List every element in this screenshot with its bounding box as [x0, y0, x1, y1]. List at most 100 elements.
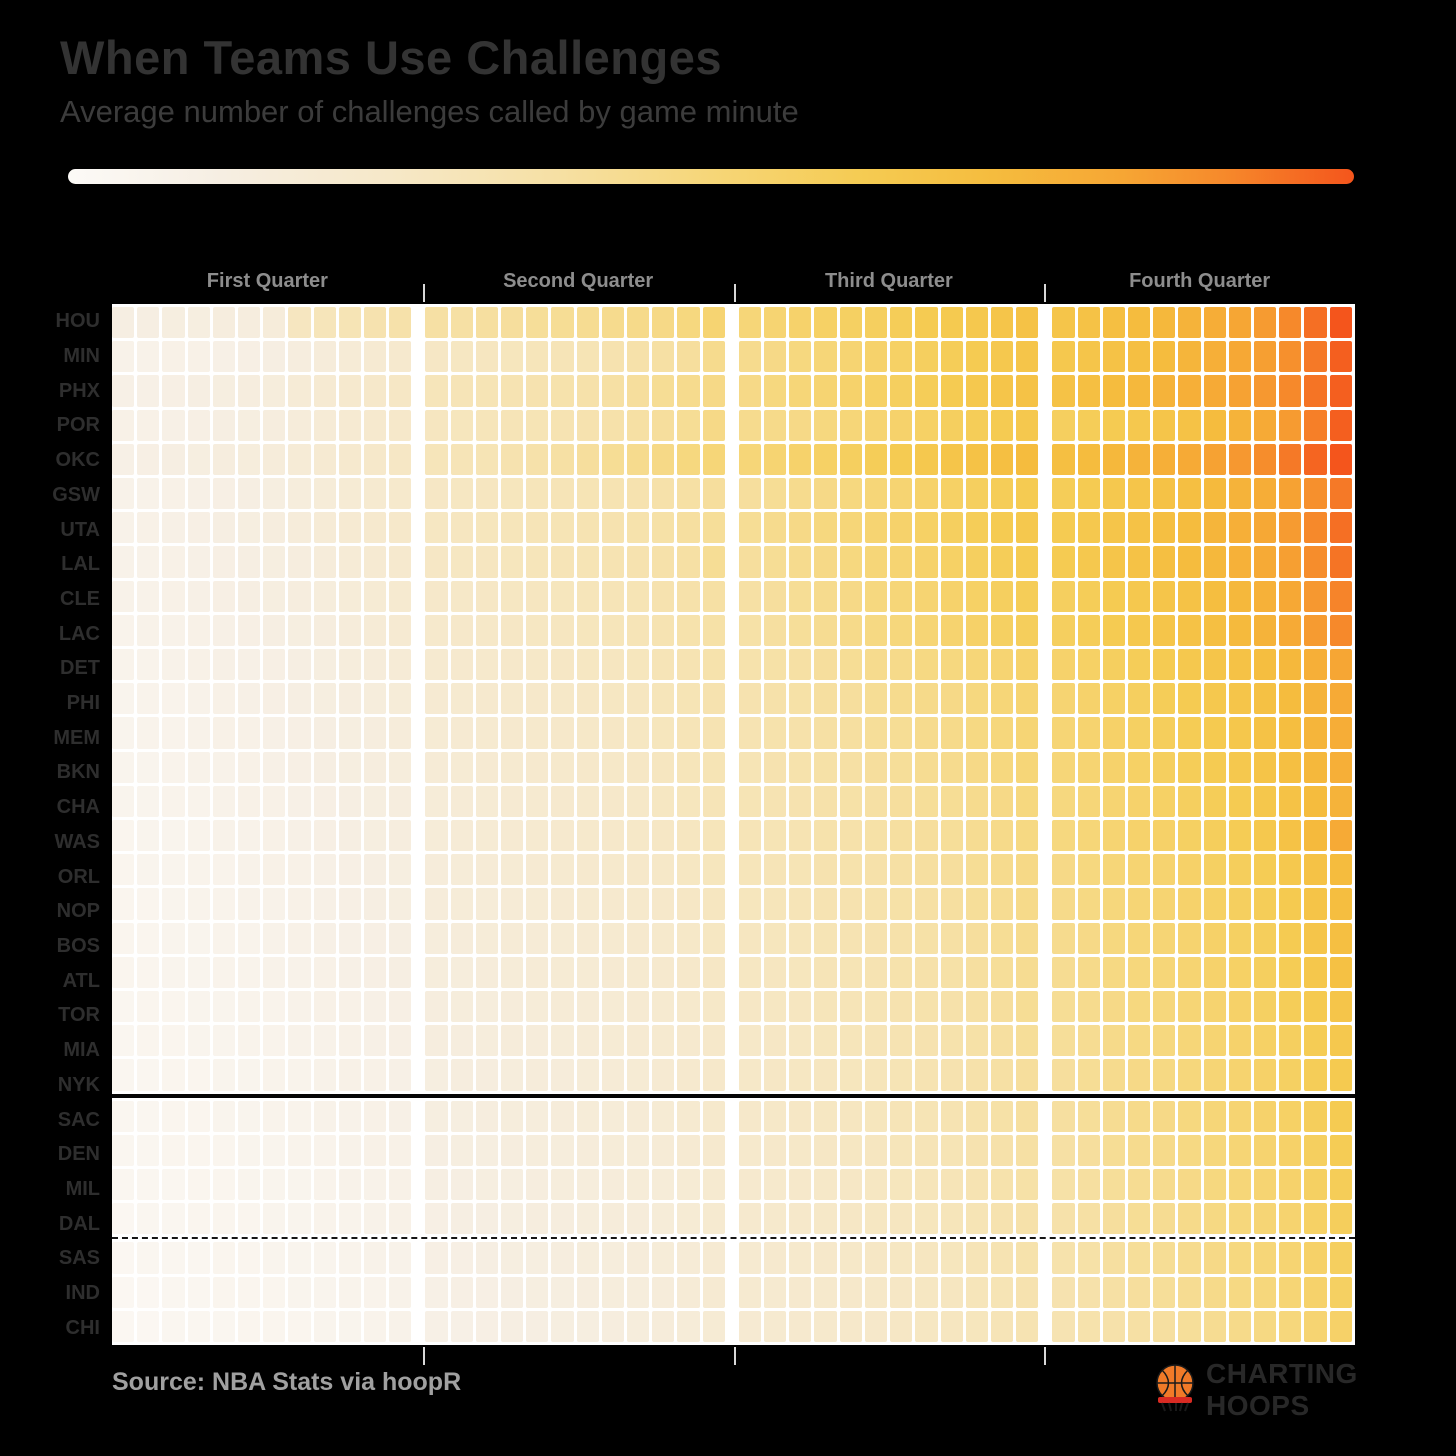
heatmap-cell	[263, 922, 286, 954]
heatmap-cell	[501, 546, 524, 578]
heatmap-cell	[1127, 649, 1151, 681]
heatmap-cell	[526, 649, 549, 681]
heatmap-cell	[627, 683, 650, 715]
heatmap-cell	[814, 580, 837, 612]
heatmap-cell	[1304, 580, 1327, 612]
heatmap-cell	[864, 888, 888, 920]
heatmap-cell	[1178, 1203, 1201, 1235]
heatmap-cell	[1052, 888, 1075, 920]
heatmap-cell	[677, 1134, 700, 1167]
heatmap-cell	[627, 854, 650, 886]
heatmap-cell	[814, 854, 837, 886]
heatmap-cell	[364, 546, 387, 578]
team-label-okc: OKC	[55, 449, 100, 472]
heatmap-cell	[652, 580, 675, 612]
heatmap-cell	[364, 751, 387, 783]
heatmap-cell	[789, 375, 812, 407]
heatmap-cell	[112, 1025, 135, 1057]
group-separator-after-dal	[112, 1237, 1355, 1240]
heatmap-cell	[652, 512, 675, 544]
quarter-gap	[727, 922, 736, 954]
heatmap-cell	[627, 443, 650, 476]
heatmap-cell	[738, 1100, 762, 1132]
heatmap-cell	[1102, 1203, 1125, 1235]
heatmap-cell	[1016, 956, 1039, 989]
heatmap-cell	[1153, 991, 1176, 1023]
heatmap-cell	[212, 546, 236, 578]
heatmap-cell	[1127, 614, 1151, 647]
heatmap-cell	[576, 1310, 599, 1343]
heatmap-cell	[940, 854, 963, 886]
heatmap-cell	[1279, 1059, 1302, 1091]
heatmap-cell	[212, 409, 236, 441]
heatmap-cell	[551, 1025, 574, 1057]
heatmap-cell	[814, 546, 837, 578]
heatmap-cell	[1016, 443, 1039, 476]
heatmap-cell	[364, 683, 387, 715]
quarter-gap	[1041, 922, 1050, 954]
heatmap-cell	[187, 341, 210, 373]
heatmap-cell	[475, 614, 499, 647]
heatmap-cell	[702, 341, 725, 373]
team-label-lac: LAC	[58, 622, 100, 645]
heatmap-cell	[238, 1025, 261, 1057]
heatmap-cell	[1016, 580, 1039, 612]
heatmap-cell	[475, 1059, 499, 1091]
heatmap-cell	[1178, 683, 1201, 715]
heatmap-cell	[1253, 478, 1277, 510]
heatmap-cell	[1052, 649, 1075, 681]
heatmap-row-okc	[112, 443, 1355, 476]
heatmap-cell	[965, 785, 988, 818]
heatmap-cell	[1203, 1310, 1226, 1343]
heatmap-cell	[313, 1025, 336, 1057]
heatmap-cell	[1329, 1100, 1352, 1132]
heatmap-cell	[965, 1242, 988, 1274]
heatmap-cell	[288, 1134, 311, 1167]
heatmap-cell	[1203, 1242, 1226, 1274]
quarter-gap	[414, 717, 423, 749]
heatmap-cell	[389, 546, 412, 578]
heatmap-cell	[864, 991, 888, 1023]
heatmap-cell	[162, 375, 185, 407]
group-separator-after-nyk	[112, 1093, 1355, 1098]
heatmap-cell	[627, 409, 650, 441]
heatmap-cell	[702, 409, 725, 441]
heatmap-cell	[789, 307, 812, 339]
heatmap-cell	[738, 888, 762, 920]
heatmap-cell	[263, 443, 286, 476]
heatmap-cell	[389, 512, 412, 544]
heatmap-cell	[425, 1134, 448, 1167]
heatmap-cell	[890, 307, 913, 339]
heatmap-cell	[425, 546, 448, 578]
heatmap-cell	[965, 512, 988, 544]
quarter-gap	[1041, 1203, 1050, 1235]
heatmap-cell	[990, 1276, 1014, 1308]
heatmap-cell	[313, 956, 336, 989]
heatmap-cell	[940, 341, 963, 373]
heatmap-cell	[1304, 614, 1327, 647]
heatmap-cell	[475, 580, 499, 612]
heatmap-cell	[890, 922, 913, 954]
heatmap-cell	[389, 717, 412, 749]
team-label-mem: MEM	[53, 726, 100, 749]
quarter-gap	[1041, 1059, 1050, 1091]
heatmap-cell	[1329, 307, 1352, 339]
heatmap-cell	[1203, 1134, 1226, 1167]
heatmap-cell	[137, 341, 160, 373]
heatmap-cell	[601, 1242, 625, 1274]
heatmap-cell	[990, 478, 1014, 510]
heatmap-cell	[864, 341, 888, 373]
heatmap-cell	[364, 717, 387, 749]
heatmap-row-phx	[112, 375, 1355, 407]
heatmap-cell	[1178, 956, 1201, 989]
heatmap-cell	[137, 1025, 160, 1057]
heatmap-cell	[1178, 649, 1201, 681]
heatmap-cell	[112, 546, 135, 578]
heatmap-cell	[338, 478, 362, 510]
team-label-nop: NOP	[56, 900, 100, 923]
heatmap-cell	[551, 1100, 574, 1132]
heatmap-cell	[1016, 1059, 1039, 1091]
heatmap-cell	[137, 614, 160, 647]
heatmap-cell	[764, 546, 787, 578]
heatmap-cell	[915, 1100, 938, 1132]
